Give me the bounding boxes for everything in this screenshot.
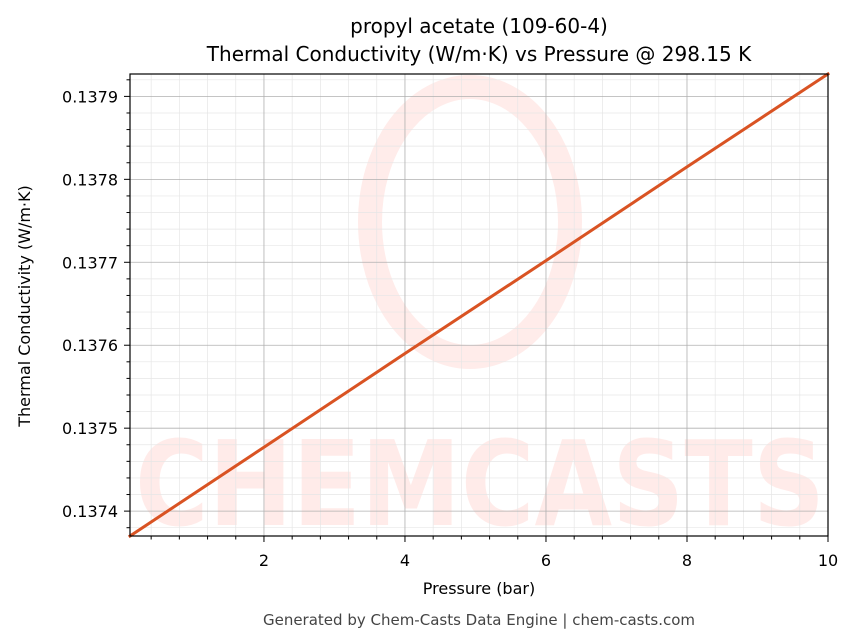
footer-credit: Generated by Chem-Casts Data Engine | ch… xyxy=(263,611,695,629)
watermark-ring-arc xyxy=(358,75,582,369)
x-tick-label: 4 xyxy=(400,551,410,570)
grid xyxy=(130,74,829,536)
x-axis-label: Pressure (bar) xyxy=(423,579,535,598)
chart-title: propyl acetate (109-60-4) xyxy=(350,14,608,38)
y-axis-label: Thermal Conductivity (W/m·K) xyxy=(15,185,34,428)
series-layer xyxy=(127,71,831,539)
y-tick-label: 0.1379 xyxy=(62,87,118,106)
y-tick-label: 0.1375 xyxy=(62,419,118,438)
plot-frame xyxy=(129,73,829,537)
ticks xyxy=(124,79,829,542)
x-tick-label: 2 xyxy=(259,551,269,570)
x-tick-label: 10 xyxy=(818,551,838,570)
tick-labels: 2 4 6 8 10 0.1374 0.1375 0.1376 0.1377 0.1378 0.13… xyxy=(62,87,838,570)
x-tick-label: 8 xyxy=(682,551,692,570)
y-tick-label: 0.1378 xyxy=(62,170,118,189)
y-tick-label: 0.1377 xyxy=(62,253,118,272)
watermark-logo-ring xyxy=(358,75,582,369)
y-tick-label: 0.1374 xyxy=(62,502,118,521)
watermark-text: CHEMCASTS xyxy=(135,415,825,553)
series-line xyxy=(127,71,831,539)
chart-subtitle: Thermal Conductivity (W/m·K) vs Pressure… xyxy=(206,42,752,66)
watermark: CHEMCASTS xyxy=(135,75,825,553)
y-tick-label: 0.1376 xyxy=(62,336,118,355)
x-tick-label: 6 xyxy=(541,551,551,570)
